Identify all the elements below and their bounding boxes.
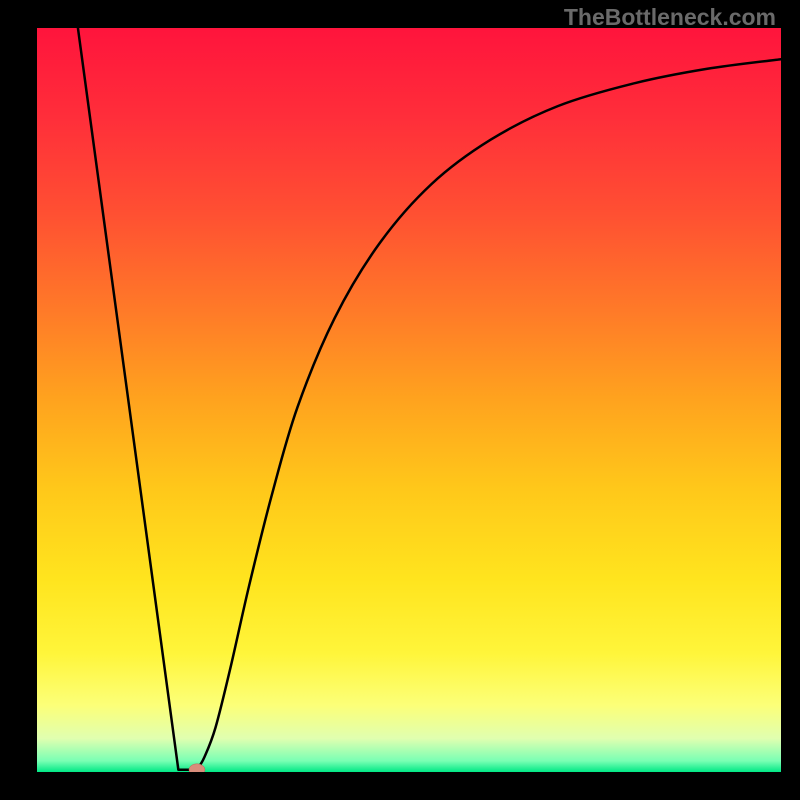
- plot-area: [37, 28, 781, 772]
- gradient-background: [37, 28, 781, 772]
- chart-frame: TheBottleneck.com: [0, 0, 800, 800]
- chart-svg: [37, 28, 781, 772]
- watermark-text: TheBottleneck.com: [564, 4, 776, 31]
